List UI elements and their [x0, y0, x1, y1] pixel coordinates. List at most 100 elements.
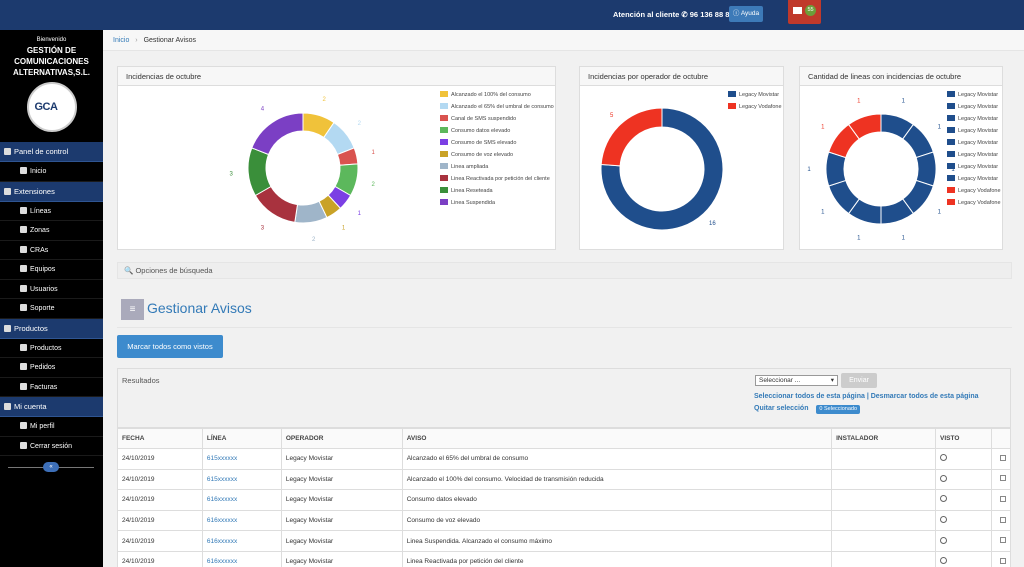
- sidebar-item-productos[interactable]: Productos: [0, 339, 103, 358]
- row-linea-link[interactable]: 616xxxxxx: [201, 530, 282, 552]
- envelope-icon: [793, 7, 802, 14]
- search-options-toggle[interactable]: 🔍 Opciones de búsqueda: [117, 262, 1012, 279]
- pie-slice[interactable]: [600, 107, 663, 167]
- help-button[interactable]: ⓘ Ayuda: [729, 6, 763, 22]
- slice-value-label: 1: [342, 225, 346, 231]
- row-linea-link[interactable]: 615xxxxxx: [201, 448, 282, 470]
- column-header-visto[interactable]: VISTO: [935, 428, 992, 449]
- legend-item[interactable]: Canal de SMS suspendido: [440, 115, 554, 127]
- legend-swatch: [947, 91, 955, 97]
- row-checkbox[interactable]: [999, 557, 1006, 564]
- row-checkbox[interactable]: [999, 495, 1006, 502]
- seen-radio[interactable]: [940, 495, 948, 503]
- bulk-action-select[interactable]: Seleccionar ... ▾: [755, 375, 838, 386]
- row-linea-link[interactable]: 616xxxxxx: [201, 509, 282, 532]
- legend-item[interactable]: Linea ampliada: [440, 163, 554, 175]
- legend-item[interactable]: Linea Reactivada por petición del client…: [440, 175, 554, 187]
- sidebar-item-equipos[interactable]: Equipos: [0, 260, 103, 280]
- breadcrumb-home-link[interactable]: Inicio: [113, 37, 130, 44]
- info-icon: ⓘ: [732, 10, 740, 17]
- results-toolbar: Resultados Seleccionar ... ▾ Enviar Selec…: [117, 368, 1011, 428]
- legend-item[interactable]: Consumo de SMS elevado: [440, 139, 554, 151]
- contact-label: Atención al cliente: [613, 10, 680, 19]
- sidebar-item-inicio[interactable]: Inicio: [0, 162, 103, 182]
- deselect-all-link[interactable]: Desmarcar todos de esta página: [870, 393, 979, 400]
- users-icon: [20, 284, 27, 292]
- seen-radio[interactable]: [940, 557, 948, 565]
- legend-item[interactable]: Legacy Movistar: [947, 127, 1001, 139]
- legend-item[interactable]: Legacy Movistar: [947, 151, 1001, 163]
- column-header-aviso[interactable]: AVISO: [401, 428, 833, 449]
- select-all-link[interactable]: Seleccionar todos de esta página: [754, 393, 865, 400]
- row-linea-link[interactable]: 616xxxxxx: [201, 489, 282, 511]
- legend-item[interactable]: Alcanzado el 100% del consumo: [440, 91, 554, 103]
- legend-item[interactable]: Legacy Movistar: [947, 139, 1001, 151]
- menu-section-productos[interactable]: Productos: [0, 318, 103, 339]
- menu-section-panel[interactable]: Panel de control: [0, 142, 103, 162]
- legend-item[interactable]: Legacy Vodafone: [947, 199, 1001, 211]
- sidebar-item-usuarios[interactable]: Usuarios: [0, 280, 103, 299]
- legend-item[interactable]: Linea Suspendida: [440, 199, 554, 211]
- seen-radio[interactable]: [940, 516, 948, 524]
- menu-section-mi-cuenta[interactable]: Mi cuenta: [0, 397, 103, 417]
- pie-slice[interactable]: [247, 147, 272, 197]
- sidebar-item-mi-perfil[interactable]: Mi perfil: [0, 417, 103, 437]
- send-button[interactable]: Enviar: [841, 373, 877, 388]
- collapse-sidebar-button[interactable]: «: [43, 462, 59, 472]
- legend-label: Legacy Movistar: [958, 92, 999, 98]
- row-fecha: 24/10/2019: [117, 509, 203, 532]
- sidebar-item-lineas[interactable]: Líneas: [0, 202, 103, 221]
- user-icon: [4, 403, 11, 410]
- sidebar-item-soporte[interactable]: Soporte: [0, 299, 103, 319]
- legend-item[interactable]: Legacy Vodafone: [728, 103, 782, 115]
- legend-item[interactable]: Legacy Movistar: [947, 91, 1001, 103]
- row-checkbox[interactable]: [999, 537, 1006, 544]
- legend-item[interactable]: Consumo datos elevado: [440, 127, 554, 139]
- slice-value-label: 4: [261, 107, 265, 113]
- chart-legend: Legacy Movistar Legacy Vodafone: [728, 91, 782, 115]
- legend-item[interactable]: Legacy Movistar: [947, 163, 1001, 175]
- column-header-select: [990, 428, 1012, 449]
- pie-slice[interactable]: [847, 113, 882, 140]
- legend-item[interactable]: Alcanzado el 65% del umbral de consumo: [440, 103, 554, 115]
- sidebar-item-cras[interactable]: CRAs: [0, 241, 103, 260]
- menu-section-extensiones[interactable]: Extensiones: [0, 181, 103, 202]
- row-checkbox[interactable]: [999, 475, 1006, 482]
- phone-icon: ✆: [681, 10, 688, 19]
- mark-all-seen-button[interactable]: Marcar todos como vistos: [117, 335, 223, 358]
- sidebar-item-zonas[interactable]: Zonas: [0, 221, 103, 241]
- seen-radio[interactable]: [940, 536, 948, 544]
- slice-value-label: 1: [821, 125, 825, 131]
- column-header-operador[interactable]: OPERADOR: [280, 428, 403, 449]
- legend-item[interactable]: Legacy Movistar: [728, 91, 782, 103]
- legend-item[interactable]: Consumo de voz elevado: [440, 151, 554, 163]
- pie-slice[interactable]: [251, 112, 304, 156]
- row-checkbox[interactable]: [999, 454, 1006, 461]
- messages-button[interactable]: 55: [788, 0, 821, 24]
- row-aviso: Consumo datos elevado: [401, 489, 833, 511]
- column-header-instalador[interactable]: INSTALADOR: [831, 428, 937, 449]
- legend-item[interactable]: Legacy Movistar: [947, 103, 1001, 115]
- row-linea-link[interactable]: 615xxxxxx: [201, 468, 282, 491]
- legend-label: Legacy Vodafone: [739, 104, 782, 110]
- seen-radio[interactable]: [940, 454, 948, 462]
- sidebar-item-pedidos[interactable]: Pedidos: [0, 358, 103, 378]
- row-checkbox[interactable]: [999, 516, 1006, 523]
- column-header-linea[interactable]: LÍNEA: [201, 428, 282, 449]
- legend-item[interactable]: Legacy Movistar: [947, 175, 1001, 187]
- slice-value-label: 2: [372, 182, 376, 188]
- sidebar-item-facturas[interactable]: Facturas: [0, 378, 103, 397]
- clear-selection-link[interactable]: Quitar selección: [754, 405, 809, 412]
- legend-item[interactable]: Linea Reseteada: [440, 187, 554, 199]
- breadcrumb: Inicio › Gestionar Avisos: [103, 30, 1024, 51]
- column-header-fecha[interactable]: FECHA: [117, 428, 203, 449]
- chart-panel-title: Cantidad de lineas con incidencias de oc…: [800, 67, 1002, 86]
- pie-slice[interactable]: [600, 107, 724, 231]
- row-linea-link[interactable]: 616xxxxxx: [201, 550, 282, 567]
- legend-item[interactable]: Legacy Movistar: [947, 115, 1001, 127]
- row-operador: Legacy Movistar: [280, 489, 403, 511]
- slice-value-label: 1: [857, 99, 861, 105]
- seen-radio[interactable]: [940, 474, 948, 482]
- sidebar-item-cerrar-sesion[interactable]: Cerrar sesión: [0, 437, 103, 456]
- legend-item[interactable]: Legacy Vodafone: [947, 187, 1001, 199]
